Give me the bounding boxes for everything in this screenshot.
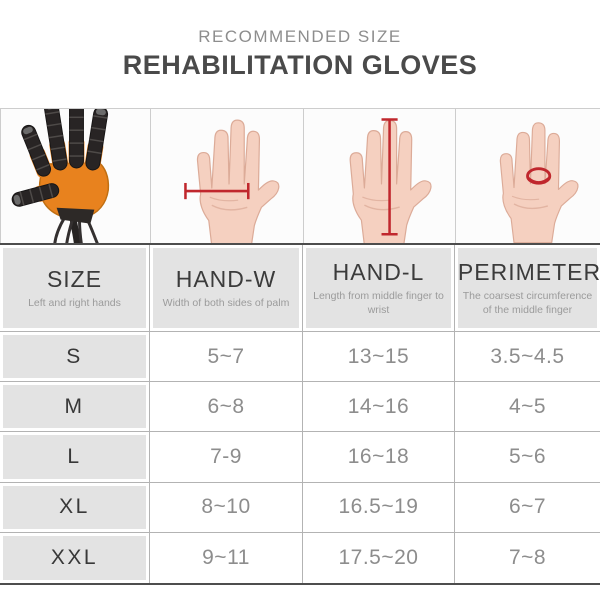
figure-row xyxy=(0,108,600,246)
table-cell: 7-9 xyxy=(150,432,303,483)
col-title: PERIMETER xyxy=(457,258,600,285)
hand-width-figure xyxy=(151,109,304,246)
size-label-cell: XXL xyxy=(0,532,150,583)
table-cell: 13~15 xyxy=(303,332,455,383)
size-label-cell: S xyxy=(0,332,150,383)
width-measure-gauge xyxy=(184,182,250,200)
size-label-cell: M xyxy=(0,382,150,433)
col-header-perimeter: PERIMETER The coarsest circumference of … xyxy=(455,245,600,332)
rehab-glove-illustration xyxy=(11,109,110,246)
length-measure-gauge xyxy=(381,118,398,236)
table-cell: 9~11 xyxy=(150,532,303,583)
table-cell: 16.5~19 xyxy=(303,482,455,533)
col-subtitle: Left and right hands xyxy=(28,296,121,309)
table-cell: 8~10 xyxy=(150,482,303,533)
table-cell: 14~16 xyxy=(303,382,455,433)
col-title: HAND-W xyxy=(175,265,277,292)
glove-fingers xyxy=(11,109,109,207)
table-cell: 6~8 xyxy=(150,382,303,433)
col-title: SIZE xyxy=(46,265,103,292)
size-label-cell: L xyxy=(0,432,150,483)
glove-wrist-anchor xyxy=(56,207,95,224)
kicker-text: RECOMMENDED SIZE xyxy=(198,27,402,46)
col-title: HAND-L xyxy=(332,258,425,285)
page-title: REHABILITATION GLOVES xyxy=(122,50,478,80)
size-table: SIZE Left and right hands HAND-W Width o… xyxy=(0,243,600,585)
table-cell: 7~8 xyxy=(508,545,547,569)
finger-perimeter-illustration xyxy=(499,122,579,244)
hand-width-illustration xyxy=(184,119,280,246)
table-cell: 6~7 xyxy=(455,483,600,533)
title-block: RECOMMENDED SIZE REHABILITATION GLOVES xyxy=(0,0,600,108)
table-cell: 4~5 xyxy=(455,382,600,433)
table-cell: 3.5~4.5 xyxy=(455,332,600,383)
col-header-size: SIZE Left and right hands xyxy=(0,245,150,332)
perimeter-ring-gauge xyxy=(526,167,552,185)
col-header-hand-l: HAND-L Length from middle finger to wris… xyxy=(303,245,455,332)
table-cell: 5~6 xyxy=(455,432,600,483)
col-subtitle: Width of both sides of palm xyxy=(162,296,290,309)
table-cell: 16~18 xyxy=(303,432,455,483)
hand-shape xyxy=(196,119,280,246)
finger-perimeter-figure xyxy=(456,109,600,246)
hand-length-figure xyxy=(304,109,456,246)
col-header-hand-w: HAND-W Width of both sides of palm xyxy=(150,245,303,332)
table-cell: 17.5~20 xyxy=(303,532,455,583)
table-cell: 5~7 xyxy=(150,332,303,383)
size-label-cell: XL xyxy=(0,482,150,533)
col-subtitle: The coarsest circumference of the middle… xyxy=(462,289,593,316)
col-subtitle: Length from middle finger to wrist xyxy=(313,289,444,316)
hand-length-illustration xyxy=(349,118,432,246)
rehab-glove-photo xyxy=(1,109,151,246)
